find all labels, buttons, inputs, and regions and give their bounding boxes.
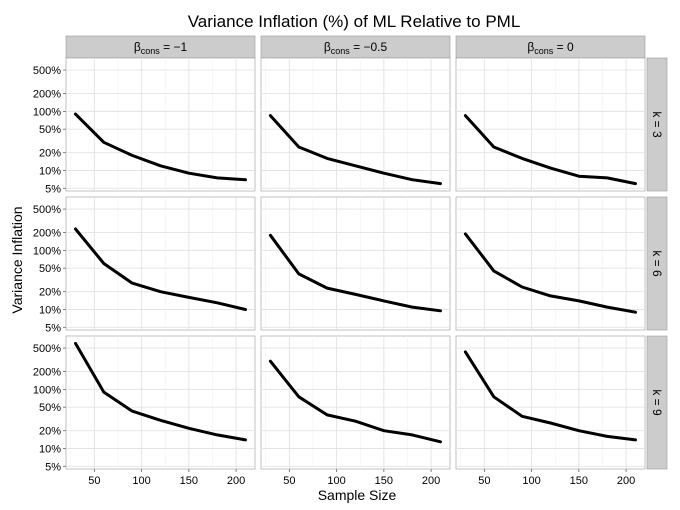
y-axis-title: Variance Inflation xyxy=(9,206,25,313)
plot-area: βcons = −1 βcons = −0.5 βcons = 0 k = 3 k = … xyxy=(33,35,668,487)
series-line xyxy=(74,112,247,182)
facet-panel xyxy=(260,335,451,470)
x-tick-label: 50 xyxy=(478,475,490,487)
column-strip-label: βcons = 0 xyxy=(527,40,574,56)
y-tick-label: 20% xyxy=(39,287,61,299)
panel-background xyxy=(65,57,256,192)
series-line xyxy=(463,114,637,186)
x-tick-label: 100 xyxy=(522,475,540,487)
row-strip: k = 3 xyxy=(646,57,668,192)
series-line xyxy=(463,350,637,442)
row-strip-label: k = 9 xyxy=(650,389,664,416)
column-strip-label: βcons = −0.5 xyxy=(324,40,388,56)
row-strip-label: k = 3 xyxy=(650,111,664,138)
y-tick-label: 200% xyxy=(33,228,61,240)
panel-background xyxy=(455,335,646,470)
column-strip: βcons = −0.5 xyxy=(260,35,451,59)
row-strip: k = 9 xyxy=(646,335,668,470)
panel-background xyxy=(65,196,256,331)
y-tick-label: 100% xyxy=(33,245,61,257)
y-tick-label: 50% xyxy=(39,124,61,136)
facet-panel xyxy=(455,196,646,331)
y-tick-label: 10% xyxy=(39,304,61,316)
y-tick-label: 10% xyxy=(39,165,61,177)
y-tick-label: 100% xyxy=(33,106,61,118)
series-line xyxy=(74,227,247,311)
y-tick-label: 10% xyxy=(39,443,61,455)
row-strip-label: k = 6 xyxy=(650,250,664,277)
x-tick-label: 100 xyxy=(132,475,150,487)
facet-panel xyxy=(260,196,451,331)
y-tick-label: 100% xyxy=(33,384,61,396)
series-line xyxy=(463,232,637,314)
y-tick-label: 500% xyxy=(33,65,61,77)
column-strip: βcons = −1 xyxy=(65,35,256,59)
y-tick-label: 50% xyxy=(39,263,61,275)
y-tick-label: 200% xyxy=(33,367,61,379)
x-axis-title: Sample Size xyxy=(318,487,397,503)
x-tick-label: 200 xyxy=(227,475,245,487)
x-tick-label: 200 xyxy=(617,475,635,487)
x-tick-label: 200 xyxy=(422,475,440,487)
y-tick-label: 20% xyxy=(39,426,61,438)
row-strip-background xyxy=(646,196,668,331)
facet-panel xyxy=(455,335,646,470)
x-tick-label: 50 xyxy=(283,475,295,487)
y-tick-label: 500% xyxy=(33,204,61,216)
column-strip: βcons = 0 xyxy=(455,35,646,59)
facet-panel xyxy=(65,335,256,470)
x-tick-label: 100 xyxy=(327,475,345,487)
row-strip-background xyxy=(646,335,668,470)
y-tick-label: 200% xyxy=(33,89,61,101)
series-line xyxy=(74,341,247,442)
chart-title: Variance Inflation (%) of ML Relative to… xyxy=(188,12,521,31)
facet-panel xyxy=(65,57,256,192)
facet-panel xyxy=(260,57,451,192)
y-tick-label: 50% xyxy=(39,402,61,414)
series-line xyxy=(268,114,442,186)
row-strip-background xyxy=(646,57,668,192)
x-tick-label: 50 xyxy=(88,475,100,487)
column-strip-label: βcons = −1 xyxy=(134,40,188,56)
x-tick-label: 150 xyxy=(375,475,393,487)
series-line xyxy=(268,359,442,444)
series-line xyxy=(268,233,442,313)
panel-background xyxy=(260,57,451,192)
y-tick-label: 5% xyxy=(45,322,61,334)
y-tick-label: 5% xyxy=(45,461,61,473)
panel-background xyxy=(65,335,256,470)
y-tick-label: 20% xyxy=(39,148,61,160)
row-strip: k = 6 xyxy=(646,196,668,331)
facet-panel xyxy=(65,196,256,331)
x-tick-label: 150 xyxy=(180,475,198,487)
facet-panel xyxy=(455,57,646,192)
y-tick-label: 500% xyxy=(33,343,61,355)
x-tick-label: 150 xyxy=(570,475,588,487)
panel-background xyxy=(260,335,451,470)
y-tick-label: 5% xyxy=(45,183,61,195)
